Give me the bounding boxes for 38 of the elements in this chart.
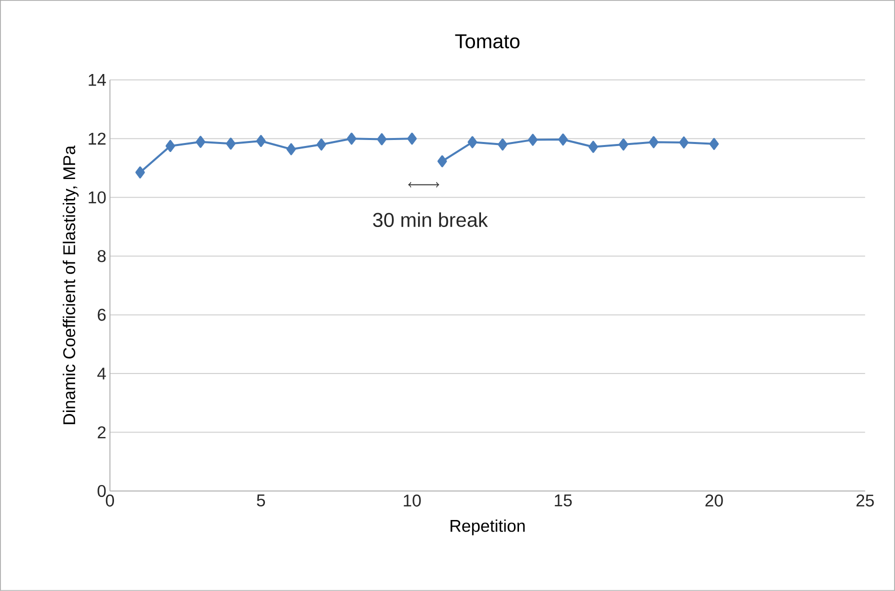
y-tick-label: 2 <box>98 426 106 438</box>
point <box>588 140 598 153</box>
y-axis-title: Dinamic Coefficient of Elasticity, MPa <box>62 145 79 424</box>
point <box>679 136 689 148</box>
point <box>468 136 478 148</box>
point <box>558 134 568 146</box>
point <box>256 135 266 148</box>
y-tick-label: 6 <box>98 308 106 321</box>
point <box>407 132 417 145</box>
chart-title: Tomato <box>455 34 520 48</box>
point <box>498 138 508 151</box>
annotation: 30 min break <box>373 212 488 228</box>
point <box>528 134 538 146</box>
x-axis-title: Repetition <box>450 519 525 536</box>
point <box>316 138 326 151</box>
point <box>709 138 719 150</box>
y-tick-label: 12 <box>88 132 106 145</box>
point <box>377 133 387 146</box>
point <box>437 155 447 168</box>
x-tick-label: 0 <box>106 494 114 507</box>
point <box>135 166 145 178</box>
x-tick-label: 15 <box>554 494 572 506</box>
point <box>648 136 658 148</box>
point <box>618 138 628 151</box>
x-tick-label: 20 <box>705 494 723 507</box>
point <box>346 132 356 145</box>
y-tick-label: 0 <box>98 485 106 498</box>
y-tick-label: 4 <box>97 368 106 380</box>
y-tick-label: 14 <box>88 74 106 86</box>
point <box>196 136 206 148</box>
point <box>226 138 236 150</box>
x-tick-label: 10 <box>404 494 421 507</box>
x-tick-label: 25 <box>856 494 874 507</box>
point <box>166 140 176 152</box>
y-tick-label: 8 <box>98 250 106 262</box>
x-tick-label: 5 <box>256 494 265 506</box>
y-tick-label: 10 <box>88 191 106 204</box>
point <box>286 143 296 156</box>
